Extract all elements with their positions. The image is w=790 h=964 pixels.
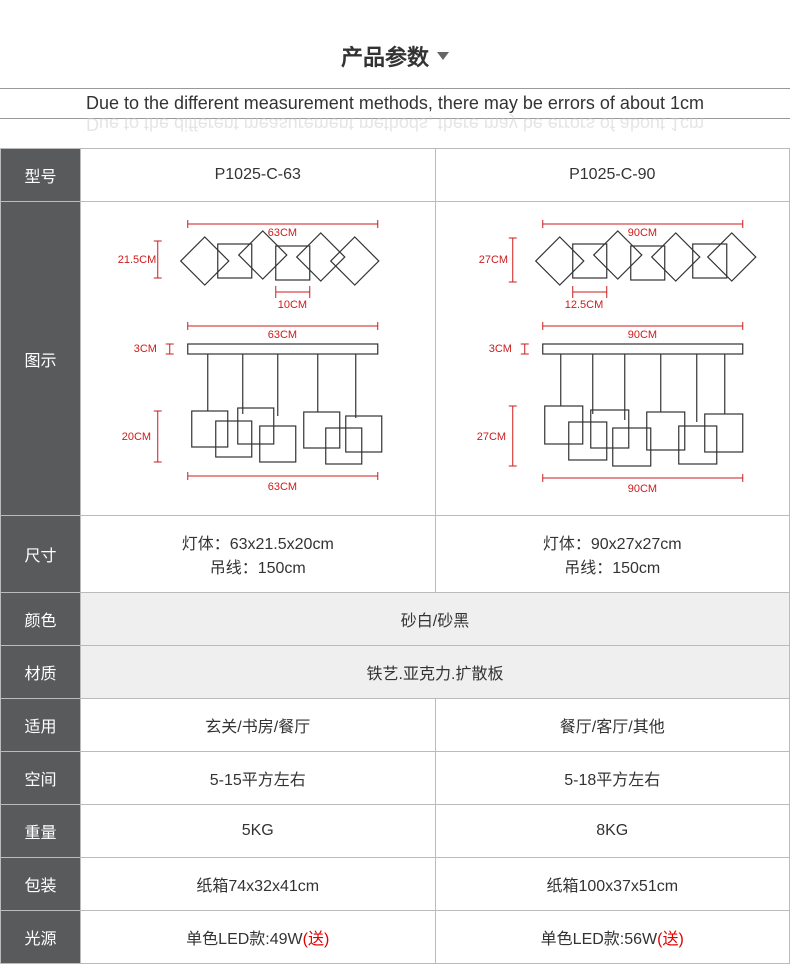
dim-b-top-w: 90CM [627,227,656,239]
dim-b-top-sq: 12.5CM [564,299,603,311]
label-package: 包装 [1,858,81,911]
page-title: 产品参数 [0,40,790,72]
package-b: 纸箱100x37x51cm [435,858,790,911]
light-b-prefix: 单色LED款:56W [541,931,657,948]
dim-a-top-sq: 10CM [278,299,307,311]
model-b: P1025-C-90 [435,149,790,202]
spec-table: 型号 P1025-C-63 P1025-C-90 图示 63CM 21.5CM [0,148,790,964]
size-a-wire: 吊线：150cm [89,554,427,578]
suitable-a: 玄关/书房/餐厅 [81,699,436,752]
label-color: 颜色 [1,593,81,646]
label-suitable: 适用 [1,699,81,752]
dim-a-side-wtop: 63CM [268,329,297,341]
model-a: P1025-C-63 [81,149,436,202]
size-a: 灯体：63x21.5x20cm 吊线：150cm [81,516,436,593]
label-model: 型号 [1,149,81,202]
diagram-a-svg: 63CM 21.5CM 10CM 63CM [89,216,427,496]
dim-b-top-h: 27CM [478,254,507,266]
label-space: 空间 [1,752,81,805]
size-a-body: 灯体：63x21.5x20cm [89,530,427,554]
row-size: 尺寸 灯体：63x21.5x20cm 吊线：150cm 灯体：90x27x27c… [1,516,790,593]
row-diagram: 图示 63CM 21.5CM [1,202,790,516]
subtitle-reflection: Due to the different measurement methods… [0,113,790,134]
dim-b-mount: 3CM [488,343,511,355]
label-weight: 重量 [1,805,81,858]
material-value: 铁艺.亚克力.扩散板 [81,646,790,699]
row-material: 材质 铁艺.亚克力.扩散板 [1,646,790,699]
space-a: 5-15平方左右 [81,752,436,805]
size-b-wire: 吊线：150cm [444,554,782,578]
diagram-b-svg: 90CM 27CM 12.5CM 90CM 3C [444,216,782,496]
row-model: 型号 P1025-C-63 P1025-C-90 [1,149,790,202]
row-package: 包装 纸箱74x32x41cm 纸箱100x37x51cm [1,858,790,911]
light-a-suffix: (送) [303,931,330,948]
dim-a-side-wbot: 63CM [268,481,297,493]
weight-b: 8KG [435,805,790,858]
title-text: 产品参数 [341,40,429,72]
dim-b-side-wbot: 90CM [627,483,656,495]
row-suitable: 适用 玄关/书房/餐厅 餐厅/客厅/其他 [1,699,790,752]
dim-a-side-h: 20CM [122,431,151,443]
package-a: 纸箱74x32x41cm [81,858,436,911]
row-color: 颜色 砂白/砂黑 [1,593,790,646]
weight-a: 5KG [81,805,436,858]
label-light: 光源 [1,911,81,964]
light-a-prefix: 单色LED款:49W [186,931,302,948]
space-b: 5-18平方左右 [435,752,790,805]
label-size: 尺寸 [1,516,81,593]
dim-b-side-wtop: 90CM [627,329,656,341]
row-light: 光源 单色LED款:49W(送) 单色LED款:56W(送) [1,911,790,964]
row-space: 空间 5-15平方左右 5-18平方左右 [1,752,790,805]
dim-a-mount: 3CM [134,343,157,355]
light-a: 单色LED款:49W(送) [81,911,436,964]
diagram-b: 90CM 27CM 12.5CM 90CM 3C [435,202,790,516]
label-diagram: 图示 [1,202,81,516]
size-b-body: 灯体：90x27x27cm [444,530,782,554]
dim-b-side-h: 27CM [476,431,505,443]
suitable-b: 餐厅/客厅/其他 [435,699,790,752]
dim-a-top-w: 63CM [268,227,297,239]
chevron-down-icon [437,52,449,60]
label-material: 材质 [1,646,81,699]
size-b: 灯体：90x27x27cm 吊线：150cm [435,516,790,593]
diagram-a: 63CM 21.5CM 10CM 63CM [81,202,436,516]
light-b: 单色LED款:56W(送) [435,911,790,964]
color-value: 砂白/砂黑 [81,593,790,646]
dim-a-top-h: 21.5CM [118,254,157,266]
light-b-suffix: (送) [657,931,684,948]
row-weight: 重量 5KG 8KG [1,805,790,858]
